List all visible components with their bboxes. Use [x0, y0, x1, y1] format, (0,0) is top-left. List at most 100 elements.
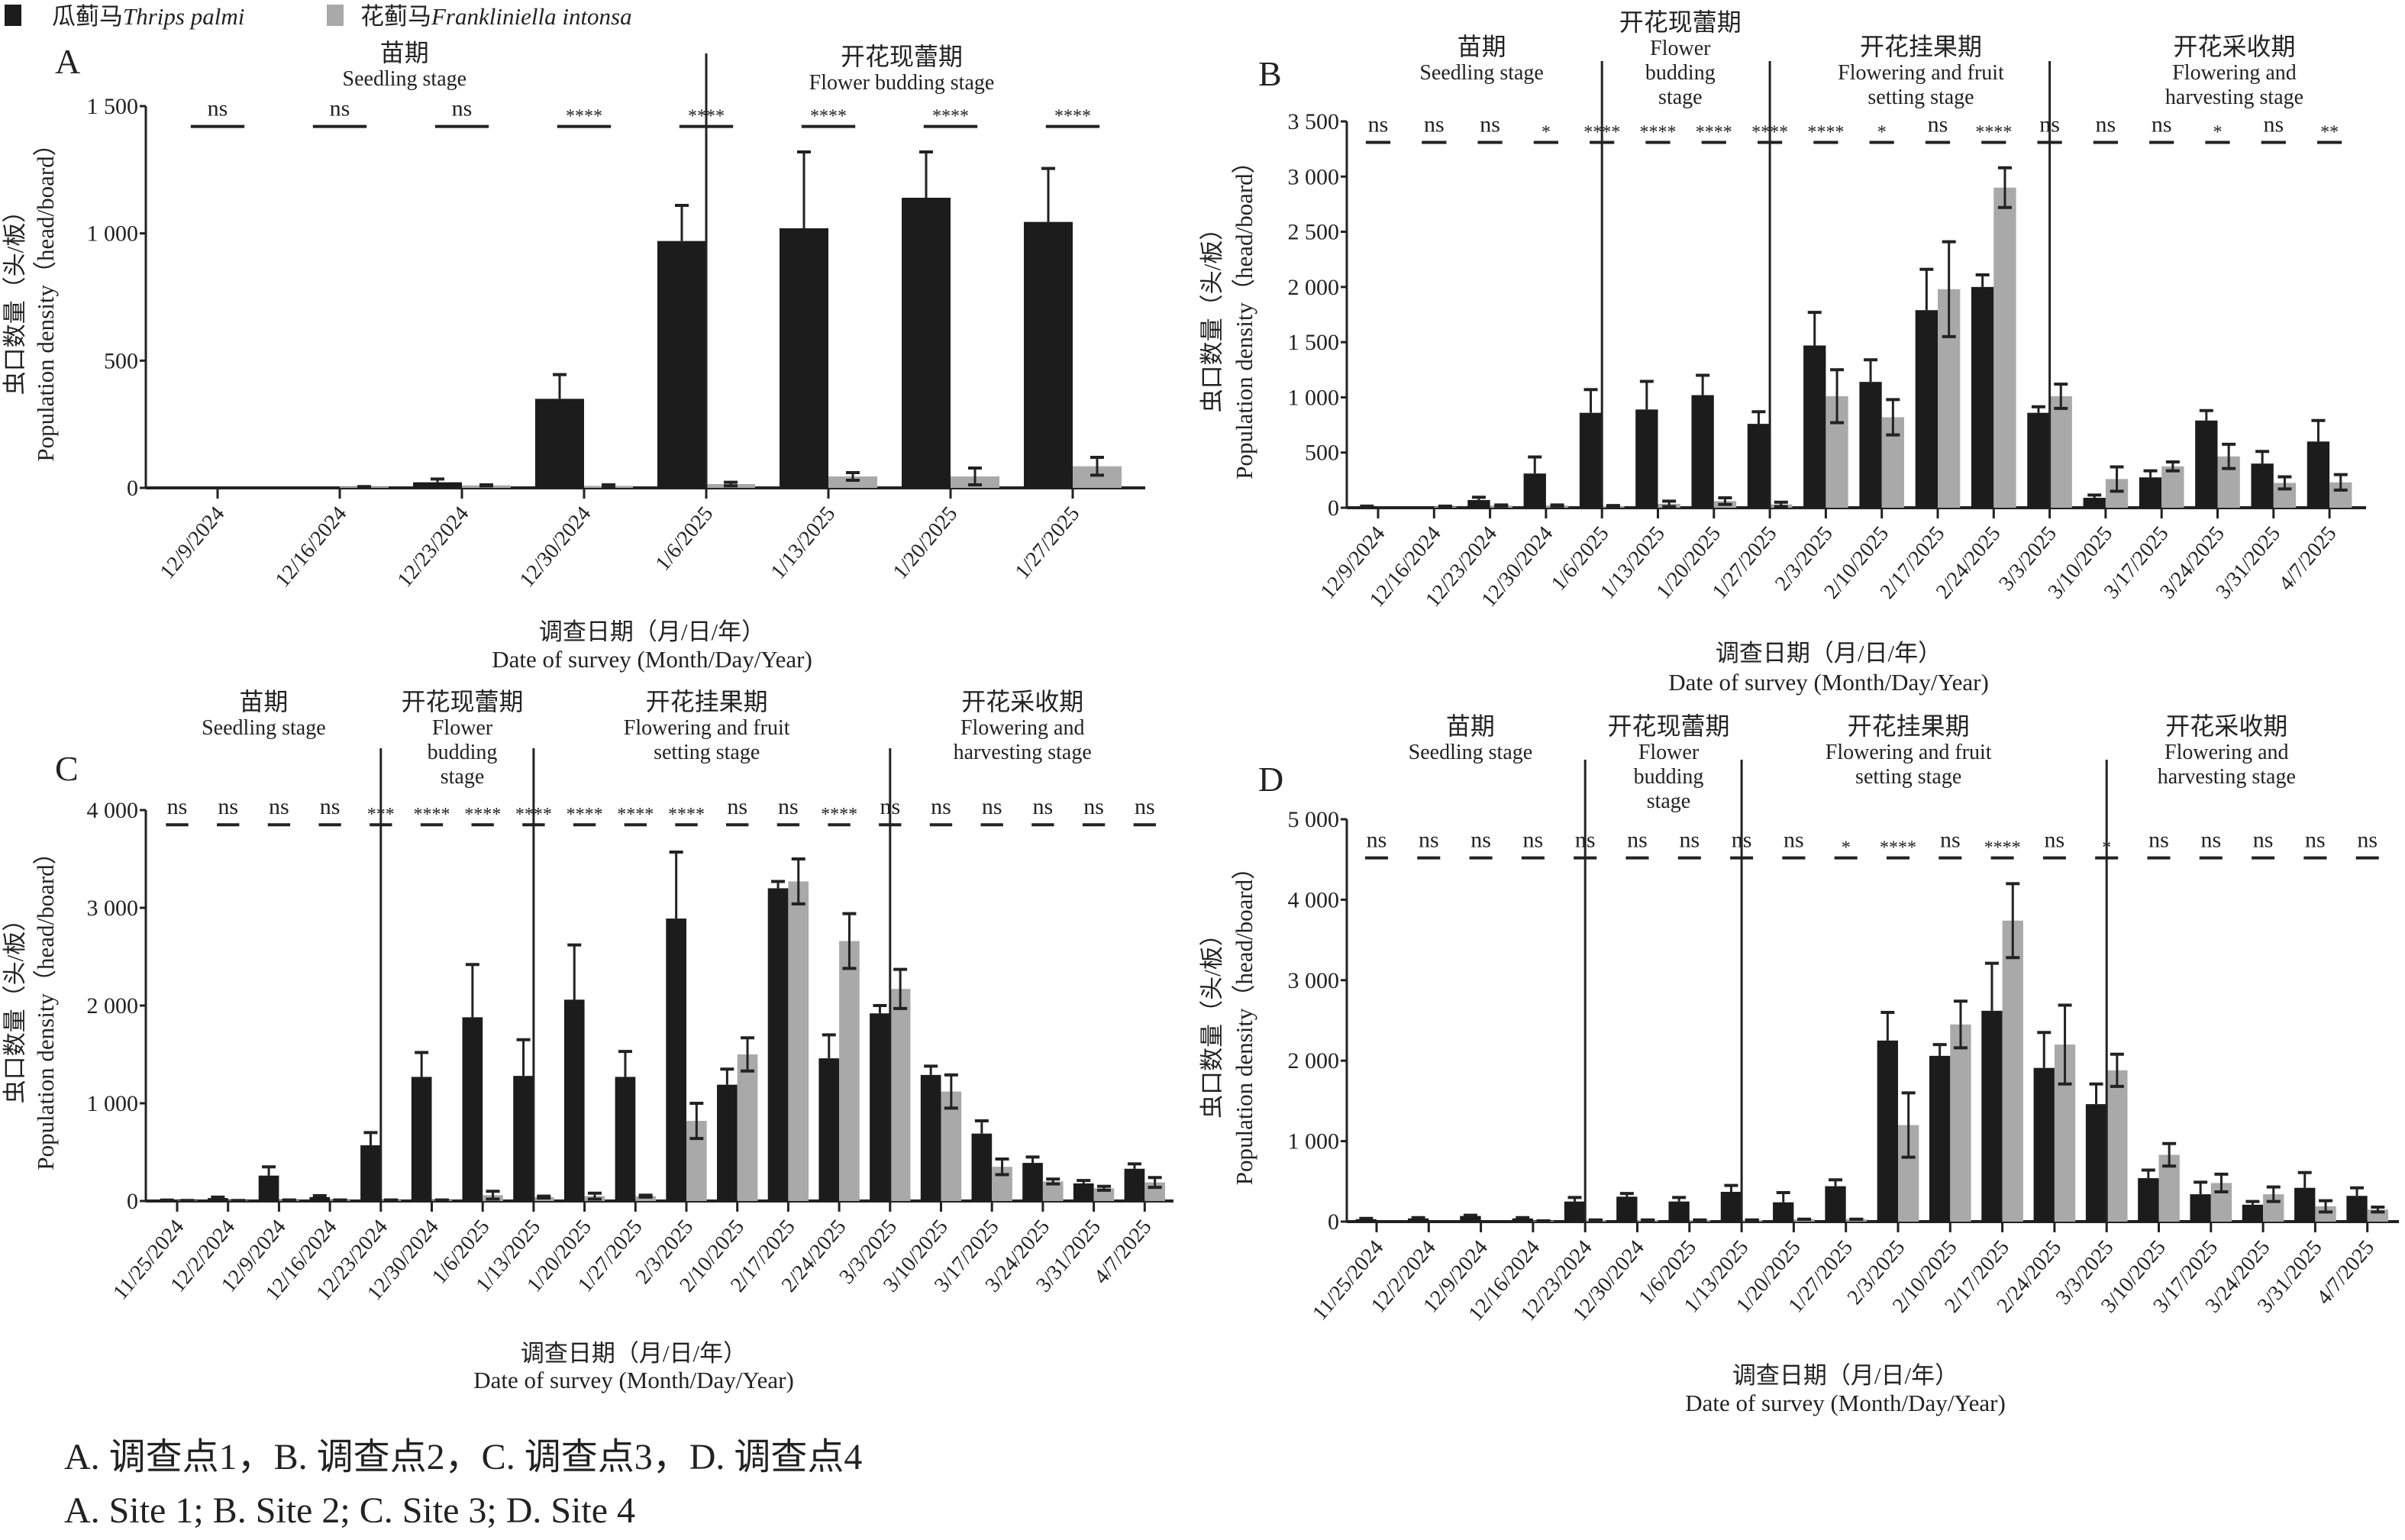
significance-label: ns [1033, 794, 1054, 819]
stage-label-en: setting stage [1868, 86, 1974, 109]
significance-label: ns [2096, 111, 2116, 137]
bar-thrips-palmi [309, 1196, 331, 1201]
bar-thrips-palmi [1971, 286, 1994, 508]
y-axis-title-en: Population density（head/board） [1231, 150, 1257, 479]
significance-label: **** [1640, 122, 1677, 142]
bar-thrips-palmi [1691, 395, 1714, 508]
bar-thrips-palmi [2195, 420, 2218, 508]
stage-label-en: Flower [1650, 37, 1711, 60]
stage-label-cn: 开花采收期 [961, 688, 1083, 715]
significance-label: * [1541, 122, 1551, 142]
significance-label: ns [1928, 111, 1948, 137]
bar-thrips-palmi [1564, 1201, 1586, 1222]
bar-thrips-palmi [1024, 221, 1073, 488]
stage-label-en: Flowering and fruit [1826, 741, 1992, 764]
bar-thrips-palmi [780, 228, 828, 488]
significance-label: ns [452, 96, 473, 121]
significance-label: **** [567, 805, 603, 825]
y-tick-label: 1 500 [1288, 330, 1340, 355]
significance-label: ns [1419, 828, 1439, 853]
stage-label-cn: 开花现蕾期 [1607, 712, 1729, 740]
y-tick-label: 1 000 [1288, 385, 1340, 410]
y-tick-label: 3 500 [1288, 109, 1340, 134]
x-tick-label: 12/9/2024 [156, 502, 230, 584]
significance-label: ns [330, 96, 350, 121]
y-axis-title-en: Population density（head/board） [32, 132, 59, 461]
significance-label: **** [668, 805, 705, 825]
bar-thrips-palmi [1668, 1201, 1690, 1222]
bar-thrips-palmi [1803, 345, 1826, 508]
y-axis-title-cn: 虫口数量（头/板） [1199, 217, 1225, 413]
bar-thrips-palmi [1635, 409, 1658, 508]
bar-thrips-palmi [2139, 477, 2162, 508]
bar-thrips-palmi [535, 399, 584, 488]
caption-en: A. Site 1; B. Site 2; C. Site 3; D. Site… [64, 1490, 635, 1531]
stage-label-en: stage [1647, 789, 1691, 813]
significance-label: ns [218, 794, 238, 819]
bar-frankliniella-intonsa [2315, 1206, 2336, 1222]
bar-thrips-palmi [1616, 1196, 1638, 1222]
x-axis-title-en: Date of survey (Month/Day/Year) [473, 1367, 794, 1393]
legend-label-thrips-palmi: 瓜蓟马Thrips palmi [52, 3, 244, 30]
y-axis-title-cn: 虫口数量（头/板） [2, 199, 28, 395]
significance-label: ns [1367, 828, 1387, 853]
legend-label-frankliniella-intonsa: 花蓟马Frankliniella intonsa [360, 3, 632, 30]
significance-label: ns [1368, 111, 1389, 137]
y-tick-label: 2 000 [1288, 275, 1340, 300]
x-tick-label: 1/27/2025 [1011, 502, 1085, 584]
bar-thrips-palmi [1877, 1040, 1898, 1222]
stage-label-cn: 苗期 [239, 688, 288, 715]
y-tick-label: 4 000 [1288, 887, 1340, 912]
bar-thrips-palmi [1512, 1218, 1533, 1222]
bar-thrips-palmi [2307, 441, 2330, 508]
bar-thrips-palmi [208, 1198, 228, 1201]
stage-label-en: harvesting stage [2158, 765, 2296, 789]
y-tick-label: 2 000 [87, 993, 139, 1019]
bar-thrips-palmi [767, 888, 789, 1201]
bar-thrips-palmi [411, 1077, 432, 1201]
significance-label: ns [2263, 111, 2284, 137]
x-axis-title-cn: 调查日期（月/日/年） [1732, 1362, 1958, 1389]
y-tick-label: 1 000 [87, 1091, 139, 1116]
bar-thrips-palmi [1929, 1055, 1951, 1222]
stage-label-cn: 开花挂果期 [646, 688, 768, 715]
significance-label: ns [1679, 828, 1700, 853]
significance-label: ns [1523, 828, 1544, 853]
bar-thrips-palmi [1355, 1219, 1377, 1222]
y-tick-label: 2 500 [1288, 220, 1340, 245]
y-tick-label: 3 000 [87, 896, 139, 921]
significance-label: ns [167, 794, 188, 819]
significance-label: ns [931, 794, 951, 819]
caption-cn: A. 调查点1，B. 调查点2，C. 调查点3，D. 调查点4 [64, 1437, 862, 1477]
y-tick-label: 0 [127, 1189, 138, 1214]
bar-thrips-palmi [1523, 473, 1546, 508]
significance-label: **** [1975, 122, 2012, 142]
stage-label-cn: 苗期 [1458, 33, 1506, 60]
legend-cn: 瓜蓟马 [52, 3, 123, 30]
significance-label: **** [932, 107, 969, 127]
y-tick-label: 2 000 [1288, 1048, 1340, 1073]
bar-frankliniella-intonsa [2161, 466, 2184, 508]
bar-thrips-palmi [1460, 1216, 1481, 1222]
bar-thrips-palmi [1981, 1010, 2003, 1222]
bar-thrips-palmi [971, 1133, 993, 1201]
bar-thrips-palmi [818, 1058, 840, 1201]
legend: 瓜蓟马Thrips palmi 花蓟马Frankliniella intonsa [5, 3, 632, 30]
bar-thrips-palmi [1773, 1202, 1794, 1222]
significance-label: **** [1880, 838, 1916, 858]
bar-thrips-palmi [1022, 1163, 1043, 1201]
stage-label-en: Flowering and [2172, 61, 2297, 85]
significance-label: ns [2305, 828, 2326, 853]
significance-label: ns [2253, 828, 2274, 853]
significance-label: ns [1083, 794, 1104, 819]
stage-label-cn: 苗期 [380, 39, 429, 66]
stage-label-en: Flowering and [2164, 741, 2289, 764]
bar-thrips-palmi [2294, 1187, 2316, 1222]
bar-thrips-palmi [870, 1013, 890, 1201]
y-tick-label: 5 000 [1288, 807, 1340, 832]
stage-label-en: harvesting stage [2165, 86, 2303, 109]
bar-frankliniella-intonsa [839, 941, 860, 1201]
bar-frankliniella-intonsa [889, 989, 911, 1201]
panel-letter: A [55, 42, 80, 81]
